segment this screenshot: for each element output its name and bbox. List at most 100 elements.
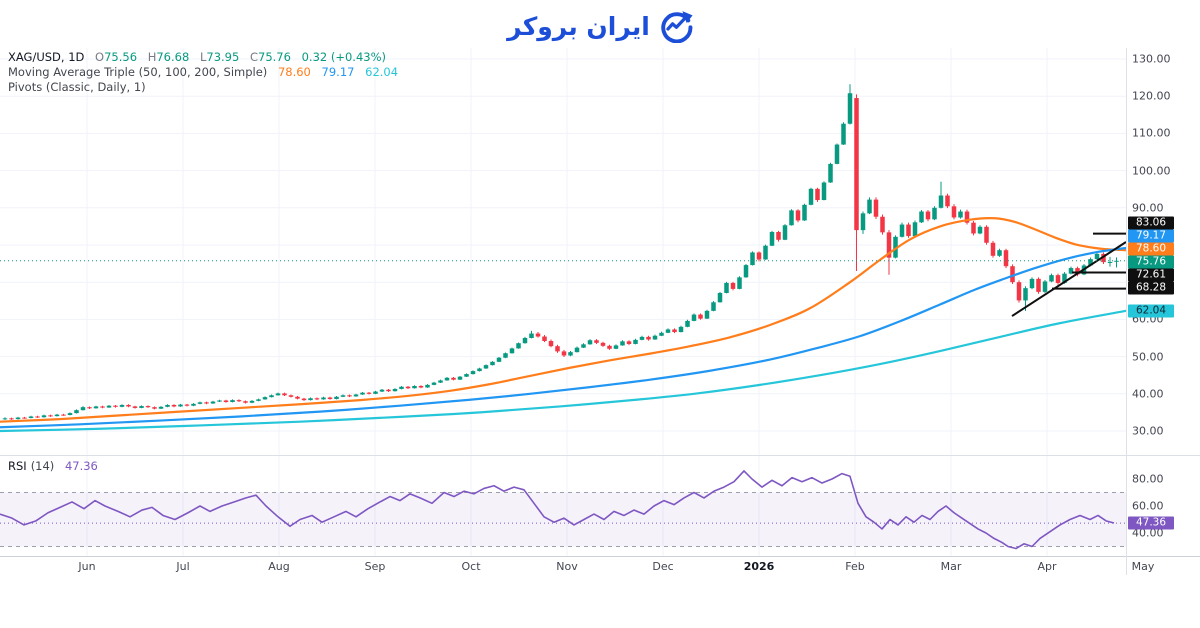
candle-body <box>977 226 983 234</box>
candle-body <box>880 216 885 233</box>
candle-body <box>802 204 807 221</box>
candle-body <box>587 340 593 345</box>
candle-body <box>405 386 411 389</box>
candle-body <box>548 340 554 347</box>
candle-body <box>847 93 853 124</box>
candle-body <box>373 391 378 394</box>
candle-body <box>1029 278 1035 289</box>
candle-body <box>607 345 612 349</box>
rsi-legend-row[interactable]: RSI (14) 47.36 <box>8 459 98 473</box>
candle-body <box>769 231 775 246</box>
candle-body <box>574 347 580 353</box>
ma50-value: 78.60 <box>277 65 311 79</box>
ohlc-close: C75.76 <box>249 50 291 64</box>
candle-body <box>197 402 203 404</box>
candle-body <box>529 333 534 338</box>
pivots-legend-row[interactable]: Pivots (Classic, Daily, 1) <box>8 80 398 95</box>
candle-body <box>639 336 645 340</box>
brand-logo-text: ایران بروکر <box>507 11 650 41</box>
candle-body <box>347 395 352 397</box>
candle-body <box>477 368 482 372</box>
candle-body <box>503 353 508 358</box>
candle-body <box>899 224 905 237</box>
candle-body <box>457 376 463 380</box>
candle-body <box>301 398 307 401</box>
candle-body <box>906 224 911 237</box>
candle-body <box>334 396 339 400</box>
candle-body <box>230 400 235 402</box>
candle-body <box>54 414 60 417</box>
candle-body <box>522 338 528 344</box>
candle-body <box>990 242 996 256</box>
candle-body <box>1016 282 1022 301</box>
candle-body <box>620 341 625 346</box>
candle-body <box>854 98 859 231</box>
indicator-legend: XAG/USD, 1D O75.56 H76.68 L73.95 C75.76 … <box>8 50 398 95</box>
candle-body <box>841 123 846 145</box>
candle-body <box>672 329 677 333</box>
candle-body <box>691 314 697 321</box>
candle-body <box>535 333 541 337</box>
candle-body <box>867 199 872 214</box>
candle-body <box>236 400 242 402</box>
candle-body <box>763 245 768 260</box>
symbol-legend-row[interactable]: XAG/USD, 1D O75.56 H76.68 L73.95 C75.76 … <box>8 50 398 65</box>
candle-body <box>737 277 742 289</box>
candle-body <box>100 406 105 408</box>
candle-body <box>886 232 892 258</box>
candle-body <box>945 195 950 207</box>
candle-body <box>119 404 125 407</box>
candle-body <box>919 211 924 223</box>
candle-body <box>756 252 762 260</box>
candle-body <box>776 231 781 240</box>
candle-body <box>509 348 515 354</box>
candle-body <box>61 414 66 416</box>
candle-body <box>1107 261 1113 263</box>
candle-body <box>418 385 424 388</box>
candle-body <box>2 418 8 420</box>
candle-body <box>93 406 99 409</box>
candle-body <box>600 342 606 346</box>
candle-body <box>171 404 177 407</box>
candle-body <box>269 395 274 398</box>
candle-body <box>912 222 918 237</box>
candle-body <box>568 352 573 356</box>
candle-body <box>646 336 651 340</box>
candle-body <box>184 404 190 406</box>
ohlc-high: H76.68 <box>147 50 190 64</box>
candle-body <box>262 397 268 400</box>
candle-body <box>22 417 27 419</box>
candle-body <box>925 211 931 220</box>
candle-body <box>249 400 255 403</box>
candle-body <box>665 329 671 333</box>
candle-body <box>126 404 131 407</box>
candle-body <box>873 199 879 217</box>
candle-body <box>893 236 898 258</box>
candle-body <box>444 377 450 381</box>
candle-body <box>828 163 833 183</box>
candle-body <box>496 357 502 362</box>
candle-body <box>204 402 209 404</box>
candle-body <box>1068 268 1074 274</box>
candle-body <box>1010 266 1015 283</box>
candle-body <box>314 398 320 400</box>
candle-body <box>282 393 287 396</box>
candle-body <box>191 403 196 406</box>
rsi-line <box>0 470 1115 550</box>
candle-body <box>652 335 658 340</box>
ma-legend-row[interactable]: Moving Average Triple (50, 100, 200, Sim… <box>8 65 398 80</box>
ohlc-low: L73.95 <box>199 50 240 64</box>
candle-body <box>1036 278 1041 292</box>
candle-body <box>860 213 866 231</box>
trendline <box>1011 241 1127 317</box>
candle-body <box>750 252 755 266</box>
ohlc-open: O75.56 <box>95 50 138 64</box>
candle-body <box>815 188 820 200</box>
candle-body <box>1023 288 1028 301</box>
candle-body <box>1049 275 1054 282</box>
candle-body <box>106 405 112 408</box>
candle-body <box>464 374 469 377</box>
candle-body <box>451 377 456 380</box>
candle-body <box>139 406 144 408</box>
